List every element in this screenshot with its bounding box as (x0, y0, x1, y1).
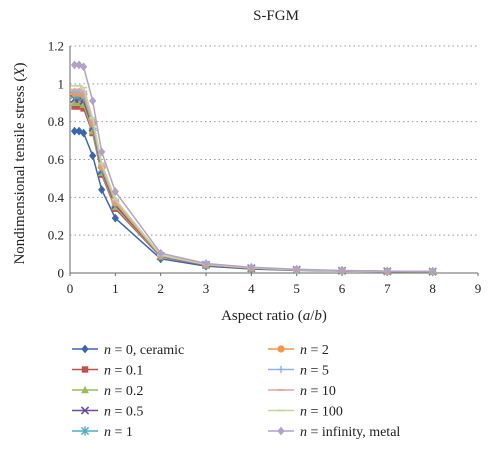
data-point (383, 266, 391, 276)
y-axis-label: Nondimensional tensile stress (X) (12, 62, 28, 264)
y-tick-label: 0.2 (48, 228, 64, 243)
legend-marker (277, 426, 285, 436)
legend-label: n = 2 (300, 343, 329, 358)
data-point (98, 147, 106, 157)
x-tick-label: 2 (157, 281, 164, 296)
data-point (70, 60, 79, 70)
data-point (75, 103, 83, 110)
legend-marker (81, 385, 89, 394)
series-line (74, 105, 433, 273)
legend-item: n = 0, ceramic (72, 343, 184, 358)
y-tick-label: 0.6 (48, 152, 65, 167)
legend-label: n = 0.5 (104, 405, 143, 420)
legend-label: n = 0.1 (104, 364, 143, 379)
legend-item: n = 100 (268, 405, 343, 420)
x-axis-label: Aspect ratio (a/b) (221, 308, 327, 324)
series-5 (70, 89, 437, 276)
legend-item: n = 5 (268, 364, 329, 379)
legend-label: n = 10 (300, 384, 336, 399)
data-point (429, 267, 437, 276)
x-tick-label: 7 (384, 281, 391, 296)
y-tick-label: 0.4 (48, 190, 65, 205)
y-tick-label: 0.8 (48, 114, 64, 129)
data-point (75, 126, 83, 136)
legend-label: n = 5 (300, 364, 329, 379)
legend-marker (277, 365, 285, 374)
legend-marker (80, 406, 90, 415)
data-point (293, 264, 301, 274)
legend-label: n = 0, ceramic (104, 343, 184, 358)
series-4 (70, 90, 437, 277)
data-point (89, 151, 97, 161)
data-point (157, 248, 165, 258)
series-line (74, 94, 433, 273)
legend-item: n = 1 (72, 425, 133, 440)
series-line (74, 64, 433, 273)
y-tick-labels: 0 0.2 0.4 0.6 0.8 1 1.2 (48, 39, 65, 281)
series-2 (70, 98, 437, 275)
data-point (80, 105, 87, 112)
legend-marker (277, 345, 285, 353)
legend-label: n = 100 (300, 405, 343, 420)
legend-label: n = 1 (104, 425, 133, 440)
series-line (74, 98, 433, 273)
data-point (80, 128, 88, 138)
series-7 (70, 88, 437, 273)
legend-item: n = 10 (268, 384, 336, 399)
legend-item: n = 0.5 (72, 405, 143, 420)
data-point (71, 103, 78, 110)
series-line (74, 102, 433, 273)
legend-marker (81, 344, 89, 354)
y-tick-label: 0 (58, 266, 65, 281)
legend-item: n = 0.1 (72, 364, 143, 379)
legend-item: n = 0.2 (72, 384, 143, 399)
series-line (74, 88, 433, 273)
legend-marker (81, 366, 89, 373)
y-tick-label: 1 (58, 76, 65, 91)
series-0 (70, 126, 437, 277)
series-line (74, 90, 433, 273)
legend-label: n = 0.2 (104, 384, 143, 399)
data-point (89, 96, 97, 106)
series-3 (70, 94, 437, 276)
legend-label: n = infinity, metal (300, 425, 400, 440)
data-point (75, 60, 83, 70)
gridlines (70, 45, 478, 236)
series-9 (70, 60, 437, 276)
series-6 (70, 87, 437, 276)
x-tick-label: 4 (248, 281, 255, 296)
x-tick-label: 6 (339, 281, 346, 296)
legend: n = 0, ceramic n = 0.1 n = 0.2 n = 0.5 n = 1… (72, 343, 400, 440)
series-line (74, 130, 433, 273)
x-tick-labels: 0 1 2 3 4 5 6 7 8 9 (67, 281, 482, 296)
legend-item: n = infinity, metal (268, 425, 400, 440)
data-point (202, 259, 210, 268)
chart-title: S-FGM (253, 8, 299, 24)
x-tick-label: 5 (293, 281, 300, 296)
legend-marker (80, 426, 90, 436)
series-line (74, 84, 433, 273)
axes (69, 46, 479, 276)
x-tick-label: 0 (67, 281, 74, 296)
x-tick-label: 1 (112, 281, 119, 296)
series-1 (71, 103, 436, 275)
data-point (70, 126, 79, 136)
series-8 (70, 84, 437, 273)
data-point (111, 187, 119, 197)
x-tick-label: 9 (475, 281, 482, 296)
data-point (111, 213, 119, 223)
y-tick-label: 1.2 (48, 39, 64, 54)
x-tick-label: 3 (203, 281, 210, 296)
series-line (74, 92, 433, 273)
data-point (80, 62, 88, 72)
data-point (98, 185, 106, 195)
series-layer (70, 60, 437, 277)
data-point (338, 266, 346, 275)
x-tick-label: 8 (429, 281, 436, 296)
data-point (247, 262, 255, 272)
legend-item: n = 2 (268, 343, 329, 358)
